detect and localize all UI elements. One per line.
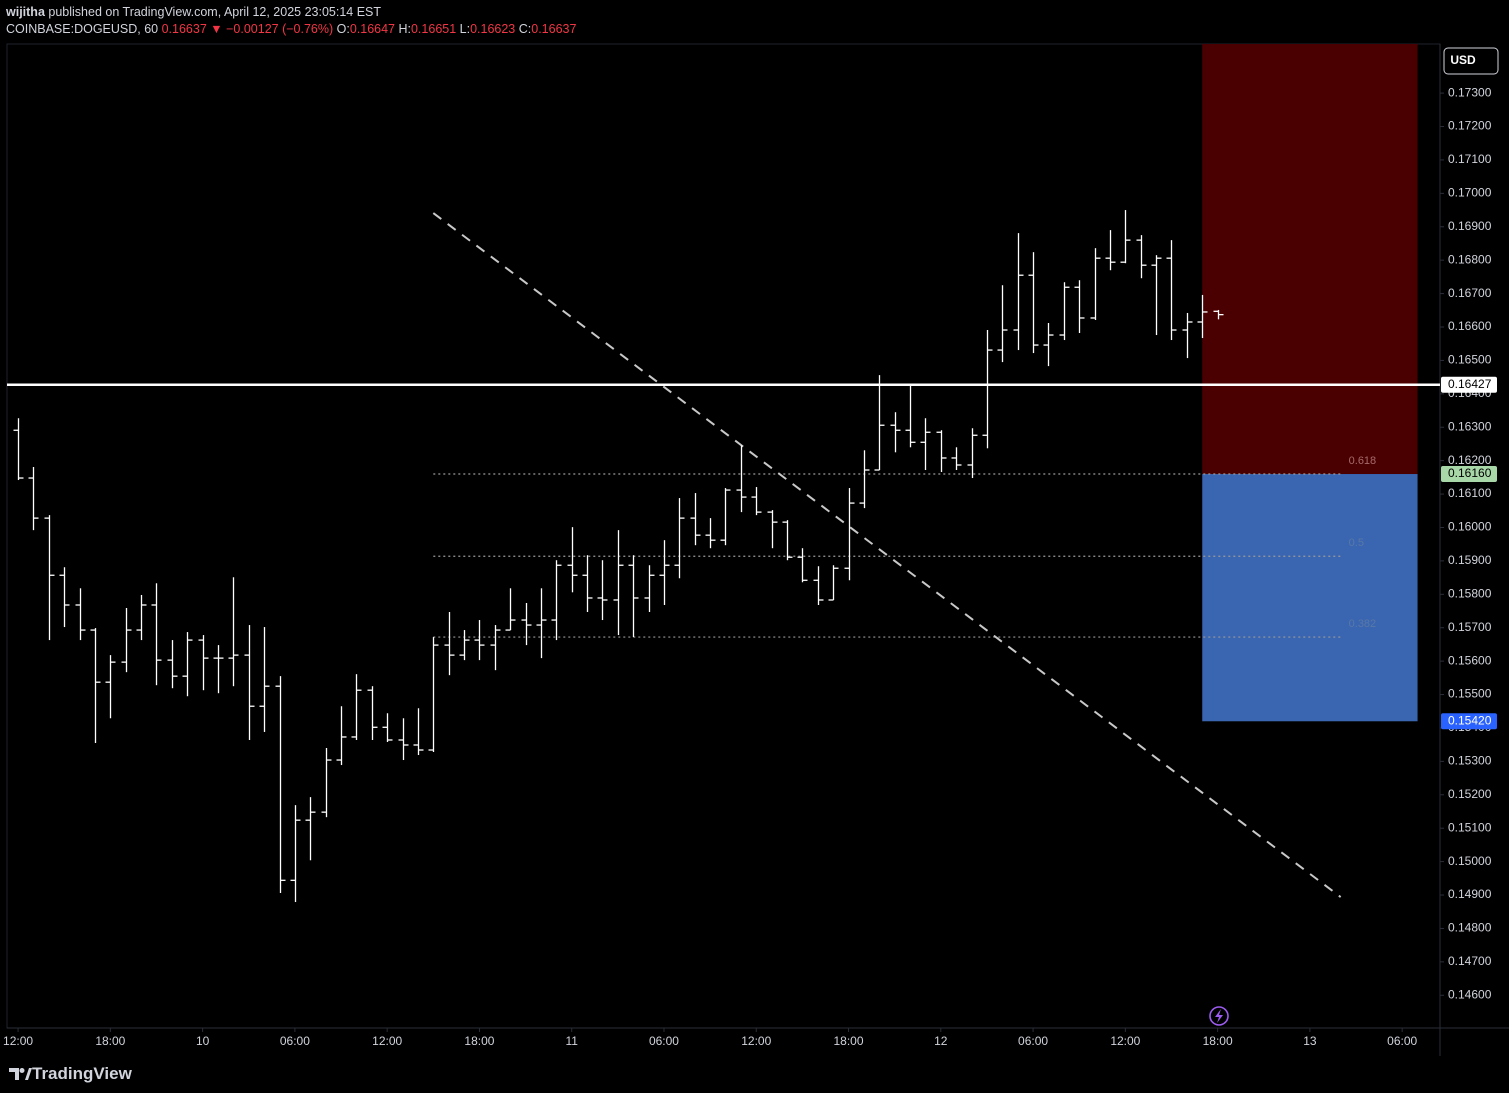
- y-tick-label: 0.15300: [1448, 754, 1492, 768]
- fib-label: 0.5: [1349, 537, 1364, 549]
- logo-text: TradingView: [32, 1064, 132, 1083]
- y-tick-label: 0.14600: [1448, 987, 1492, 1001]
- entry-badge-label: 0.16160: [1448, 466, 1492, 480]
- published: published on TradingView.com, April 12, …: [44, 5, 382, 19]
- x-tick-label: 12:00: [1110, 1034, 1140, 1048]
- x-tick-label: 06:00: [1387, 1034, 1417, 1048]
- x-tick-label: 06:00: [649, 1034, 679, 1048]
- tradingview-logo[interactable]: TradingView: [8, 1064, 132, 1084]
- y-tick-label: 0.16300: [1448, 419, 1492, 433]
- target-zone: [1202, 474, 1418, 722]
- h-value: 0.16651: [410, 22, 457, 36]
- fib-label: 0.618: [1349, 455, 1377, 467]
- y-tick-label: 0.16100: [1448, 486, 1492, 500]
- symbol: COINBASE:DOGEUSD, 60: [6, 22, 159, 36]
- fib-label: 0.382: [1349, 618, 1377, 630]
- y-tick-label: 0.16000: [1448, 520, 1492, 534]
- replay-icon[interactable]: [1209, 1006, 1229, 1026]
- y-tick-label: 0.17300: [1448, 85, 1492, 99]
- logo-icon: [9, 1068, 32, 1080]
- y-tick-label: 0.16900: [1448, 219, 1492, 233]
- y-tick-label: 0.17100: [1448, 152, 1492, 166]
- y-tick-label: 0.16800: [1448, 252, 1492, 266]
- y-tick-label: 0.17200: [1448, 119, 1492, 133]
- y-tick-label: 0.15600: [1448, 653, 1492, 667]
- c-label: C:: [515, 22, 532, 36]
- l-label: L:: [456, 22, 471, 36]
- price-line-badge-label: 0.16427: [1448, 377, 1492, 391]
- x-tick-label: 11: [565, 1034, 578, 1048]
- x-tick-label: 06:00: [1018, 1034, 1048, 1048]
- last-price: 0.16637: [158, 22, 207, 36]
- x-tick-label: 10: [196, 1034, 210, 1048]
- y-tick-label: 0.16200: [1448, 453, 1492, 467]
- y-tick-label: 0.15100: [1448, 820, 1492, 834]
- currency-button[interactable]: [1443, 47, 1499, 75]
- y-tick-label: 0.14700: [1448, 954, 1492, 968]
- x-tick-label: 12: [934, 1034, 948, 1048]
- x-tick-label: 13: [1303, 1034, 1317, 1048]
- x-tick-label: 18:00: [1203, 1034, 1233, 1048]
- target-badge: [1441, 713, 1497, 730]
- l-value: 0.16623: [470, 22, 516, 36]
- publish-line: wijitha published on TradingView.com, Ap…: [6, 5, 381, 19]
- y-tick-label: 0.15000: [1448, 854, 1492, 868]
- x-tick-label: 12:00: [3, 1034, 33, 1048]
- y-tick-label: 0.15700: [1448, 620, 1492, 634]
- author: wijitha: [6, 5, 45, 19]
- currency-label[interactable]: USD: [1450, 53, 1476, 67]
- y-tick-label: 0.16700: [1448, 286, 1492, 300]
- x-tick-label: 18:00: [95, 1034, 125, 1048]
- target-badge-label: 0.15420: [1448, 713, 1492, 727]
- x-tick-label: 12:00: [741, 1034, 771, 1048]
- y-tick-label: 0.14800: [1448, 921, 1492, 935]
- change: ▼ −0.00127 (−0.76%): [206, 22, 334, 36]
- y-tick-label: 0.15900: [1448, 553, 1492, 567]
- h-label: H:: [395, 22, 411, 36]
- y-tick-label: 0.17000: [1448, 186, 1492, 200]
- trendline: [432, 212, 1342, 898]
- y-tick-label: 0.16600: [1448, 319, 1492, 333]
- price-line-badge: [1441, 376, 1497, 393]
- y-tick-label: 0.15800: [1448, 586, 1492, 600]
- y-tick-label: 0.14900: [1448, 887, 1492, 901]
- y-tick-label: 0.15200: [1448, 787, 1492, 801]
- x-tick-label: 18:00: [834, 1034, 864, 1048]
- o-label: O:: [333, 22, 350, 36]
- plot-area: [6, 43, 1441, 1029]
- o-value: 0.16647: [349, 22, 395, 36]
- y-tick-label: 0.16500: [1448, 353, 1492, 367]
- c-value: 0.16637: [531, 22, 577, 36]
- x-tick-label: 18:00: [464, 1034, 494, 1048]
- x-tick-label: 06:00: [280, 1034, 310, 1048]
- entry-badge: [1441, 466, 1497, 483]
- y-tick-label: 0.15500: [1448, 687, 1492, 701]
- x-tick-label: 12:00: [372, 1034, 402, 1048]
- legend-line: COINBASE:DOGEUSD, 60 0.16637 ▼ −0.00127 …: [6, 22, 576, 36]
- stop-zone: [1202, 44, 1418, 475]
